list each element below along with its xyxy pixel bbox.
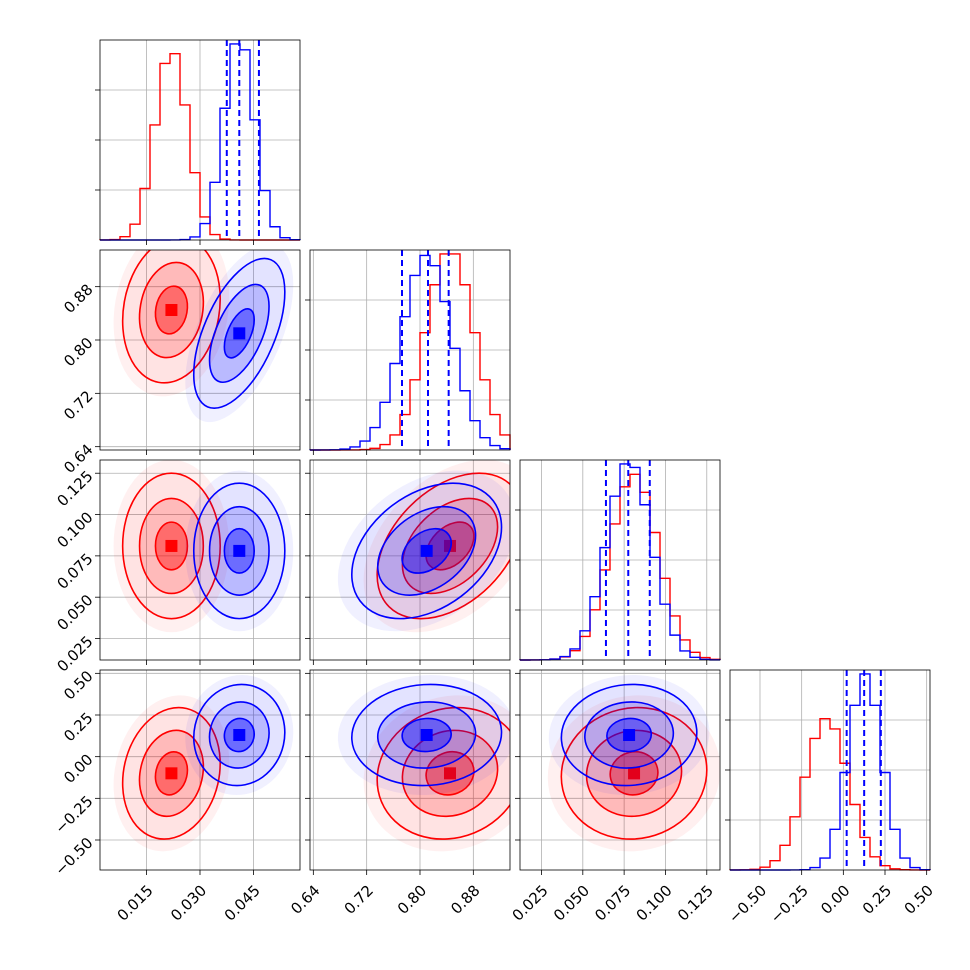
y-tick-label: 0.050 — [53, 591, 96, 634]
density-peak-0 — [444, 539, 456, 552]
density-peak-1 — [233, 327, 246, 340]
y-tick-label: 0.025 — [53, 632, 96, 675]
x-tick-label: 0.88 — [447, 882, 483, 918]
y-tick-label: −0.50 — [51, 834, 96, 879]
density-peak-1 — [623, 729, 636, 741]
x-tick-label: 0.045 — [221, 882, 264, 925]
panel-frame — [729, 669, 931, 871]
panel-frame — [309, 459, 511, 661]
y-tick-label: 0.075 — [53, 550, 96, 593]
density-peak-1 — [420, 729, 433, 741]
y-tick-label: 0.00 — [60, 750, 96, 786]
histogram-0 — [519, 473, 721, 661]
panel-1-2 — [305, 459, 511, 665]
x-tick-label: 0.00 — [817, 882, 853, 918]
density-peak-1 — [233, 544, 246, 557]
x-tick-label: 0.100 — [633, 882, 676, 925]
x-tick-label: 0.125 — [674, 882, 717, 925]
density-peak-0 — [165, 304, 178, 316]
histogram-0 — [729, 717, 931, 871]
histogram-panel-0 — [95, 39, 301, 245]
x-tick-label: 0.50 — [901, 882, 937, 918]
y-tick-label: 0.25 — [60, 709, 96, 745]
density-peak-0 — [165, 539, 178, 552]
y-tick-label: 0.100 — [53, 508, 96, 551]
density-peak-0 — [444, 767, 456, 780]
density-peak-1 — [420, 544, 433, 557]
x-tick-label: 0.025 — [509, 882, 552, 925]
panel-0-1 — [95, 249, 301, 455]
x-tick-label: 0.015 — [114, 882, 157, 925]
x-tick-label: 0.64 — [287, 882, 323, 918]
panel-frame — [309, 669, 511, 871]
histogram-panel-1 — [305, 249, 511, 455]
panel-0-3 — [95, 669, 301, 875]
panel-0-2 — [95, 459, 301, 665]
x-tick-label: 0.050 — [550, 882, 593, 925]
x-tick-label: 0.72 — [341, 882, 377, 918]
histogram-panel-3 — [725, 669, 931, 875]
x-tick-label: 0.80 — [394, 882, 430, 918]
x-tick-label: 0.030 — [167, 882, 210, 925]
histogram-panel-2 — [515, 459, 721, 665]
panel-frame — [519, 669, 721, 871]
histogram-1 — [519, 463, 721, 661]
panel-2-3 — [515, 669, 721, 875]
y-tick-label: −0.25 — [51, 792, 96, 837]
x-tick-label: −0.25 — [767, 882, 812, 927]
x-tick-label: 0.075 — [591, 882, 634, 925]
density-peak-1 — [233, 729, 246, 741]
panel-frame — [309, 249, 511, 451]
y-tick-label: 0.88 — [60, 280, 96, 316]
y-tick-label: 0.80 — [60, 334, 96, 370]
y-tick-label: 0.72 — [60, 387, 96, 423]
density-peak-0 — [628, 767, 641, 780]
panel-1-3 — [305, 669, 511, 875]
panel-frame — [519, 459, 721, 661]
histogram-1 — [309, 254, 511, 451]
density-peak-0 — [165, 767, 178, 780]
x-tick-label: −0.50 — [725, 882, 770, 927]
x-tick-label: 0.25 — [859, 882, 895, 918]
